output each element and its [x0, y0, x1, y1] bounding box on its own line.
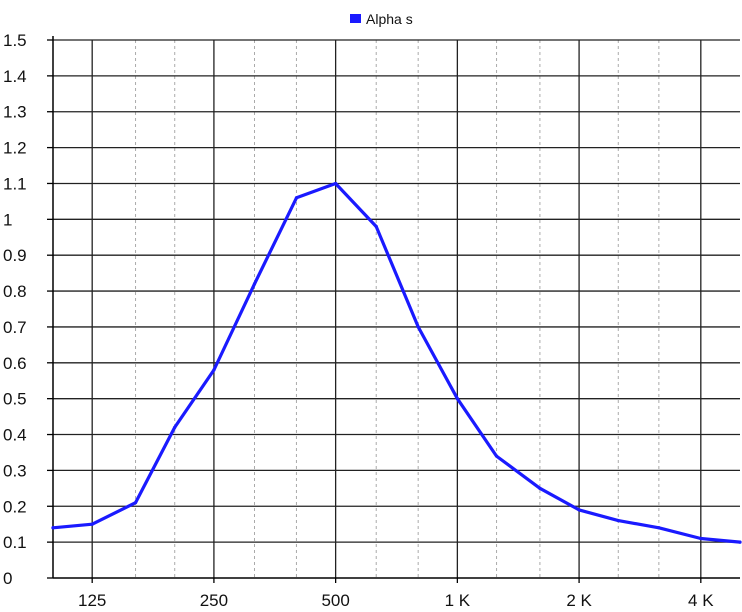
major-grid — [53, 39, 740, 578]
data-point — [538, 486, 542, 490]
x-tick-label: 125 — [78, 591, 106, 610]
data-point — [577, 508, 581, 512]
data-point — [294, 196, 299, 200]
data-point — [252, 282, 257, 286]
x-tick-label: 2 K — [566, 591, 592, 610]
data-point — [494, 454, 499, 458]
legend-swatch — [350, 14, 361, 23]
axes — [52, 36, 740, 579]
y-tick-label: 0.5 — [3, 390, 27, 409]
x-tick-label: 250 — [200, 591, 228, 610]
y-tick-label: 0.3 — [3, 461, 27, 480]
y-tick-label: 0.8 — [3, 282, 27, 301]
data-point — [51, 526, 55, 530]
y-tick-label: 0.9 — [3, 246, 27, 265]
data-point — [657, 526, 661, 530]
data-point — [334, 181, 338, 186]
y-tick-label: 1.3 — [3, 103, 27, 122]
data-point — [416, 325, 420, 329]
y-tick-labels: 0 0.1 0.2 0.3 0.4 0.5 0.6 0.7 0.8 0.9 1 1.1 1.2 1.3 1.… — [3, 31, 53, 588]
y-tick-label: 0.6 — [3, 354, 27, 373]
data-point — [616, 519, 620, 523]
y-tick-label: 1.2 — [3, 139, 27, 158]
legend-label: Alpha s — [366, 11, 413, 27]
data-point — [212, 368, 216, 372]
series-layer — [51, 181, 742, 544]
data-point — [173, 425, 177, 429]
series-line — [51, 181, 742, 544]
legend: Alpha s — [350, 11, 413, 27]
data-point — [133, 501, 138, 505]
y-tick-label: 1.1 — [3, 174, 27, 193]
y-tick-label: 0.2 — [3, 497, 27, 516]
x-tick-label: 1 K — [445, 591, 471, 610]
data-point — [90, 522, 94, 526]
y-tick-label: 1 — [3, 210, 12, 229]
y-tick-label: 0.4 — [3, 426, 27, 445]
x-tick-label: 500 — [321, 591, 349, 610]
data-point — [374, 224, 378, 229]
y-tick-label: 1.4 — [3, 67, 27, 86]
data-point — [738, 540, 742, 544]
data-point — [455, 397, 459, 401]
x-tick-labels: 125 250 500 1 K 2 K 4 K — [78, 578, 714, 610]
data-point — [699, 536, 703, 541]
y-tick-label: 0.7 — [3, 318, 27, 337]
y-tick-label: 0.1 — [3, 533, 27, 552]
x-tick-label: 4 K — [688, 591, 714, 610]
y-tick-label: 1.5 — [3, 31, 27, 50]
y-tick-label: 0 — [3, 569, 12, 588]
